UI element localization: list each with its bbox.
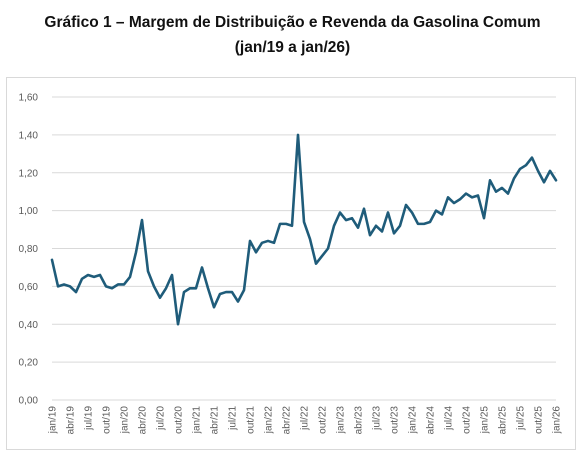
chart-title-line-2: (jan/19 a jan/26) [234,39,351,56]
x-tick-label: jan/25 [480,406,491,435]
x-tick-label: out/21 [246,406,257,434]
y-tick-label: 0,20 [19,358,39,369]
x-tick-label: out/22 [318,406,329,434]
chart-frame [6,77,576,450]
x-tick-label: jul/19 [84,406,95,431]
x-tick-label: jul/23 [372,406,383,431]
y-tick-label: 0,00 [19,396,39,407]
x-tick-label: out/24 [462,406,473,434]
x-tick-label: jul/20 [156,406,167,431]
x-tick-label: jul/22 [300,406,311,431]
x-tick-label: jul/21 [228,406,239,431]
y-tick-label: 1,40 [19,130,39,141]
x-tick-label: jan/23 [336,406,347,435]
y-tick-label: 1,20 [19,168,39,179]
x-tick-label: abr/23 [354,406,365,435]
x-tick-label: jan/26 [552,406,563,435]
chart-title-line-1: Gráfico 1 – Margem de Distribuição e Rev… [44,14,541,31]
x-tick-label: abr/24 [426,406,437,435]
x-tick-label: jan/24 [408,406,419,435]
y-tick-label: 1,00 [19,206,39,217]
x-tick-label: out/25 [534,406,545,434]
y-tick-label: 0,40 [19,320,39,331]
x-tick-label: abr/21 [210,406,221,435]
x-tick-label: jan/19 [48,406,59,435]
y-tick-label: 0,60 [19,282,39,293]
x-tick-label: jul/24 [444,406,455,431]
x-tick-label: jan/22 [264,406,275,435]
x-tick-label: abr/20 [138,406,149,435]
y-tick-label: 0,80 [19,244,39,255]
x-tick-label: out/19 [102,406,113,434]
chart-title: Gráfico 1 – Margem de Distribuição e Rev… [0,10,585,60]
x-tick-label: jan/21 [192,406,203,435]
series-line-margem [50,133,558,326]
x-tick-label: jul/25 [516,406,527,431]
x-tick-label: abr/19 [66,406,77,435]
x-tick-label: out/23 [390,406,401,434]
y-tick-label: 1,60 [19,93,39,104]
x-tick-label: jan/20 [120,406,131,435]
x-tick-label: out/20 [174,406,185,434]
x-tick-label: abr/22 [282,406,293,435]
x-tick-label: abr/25 [498,406,509,435]
